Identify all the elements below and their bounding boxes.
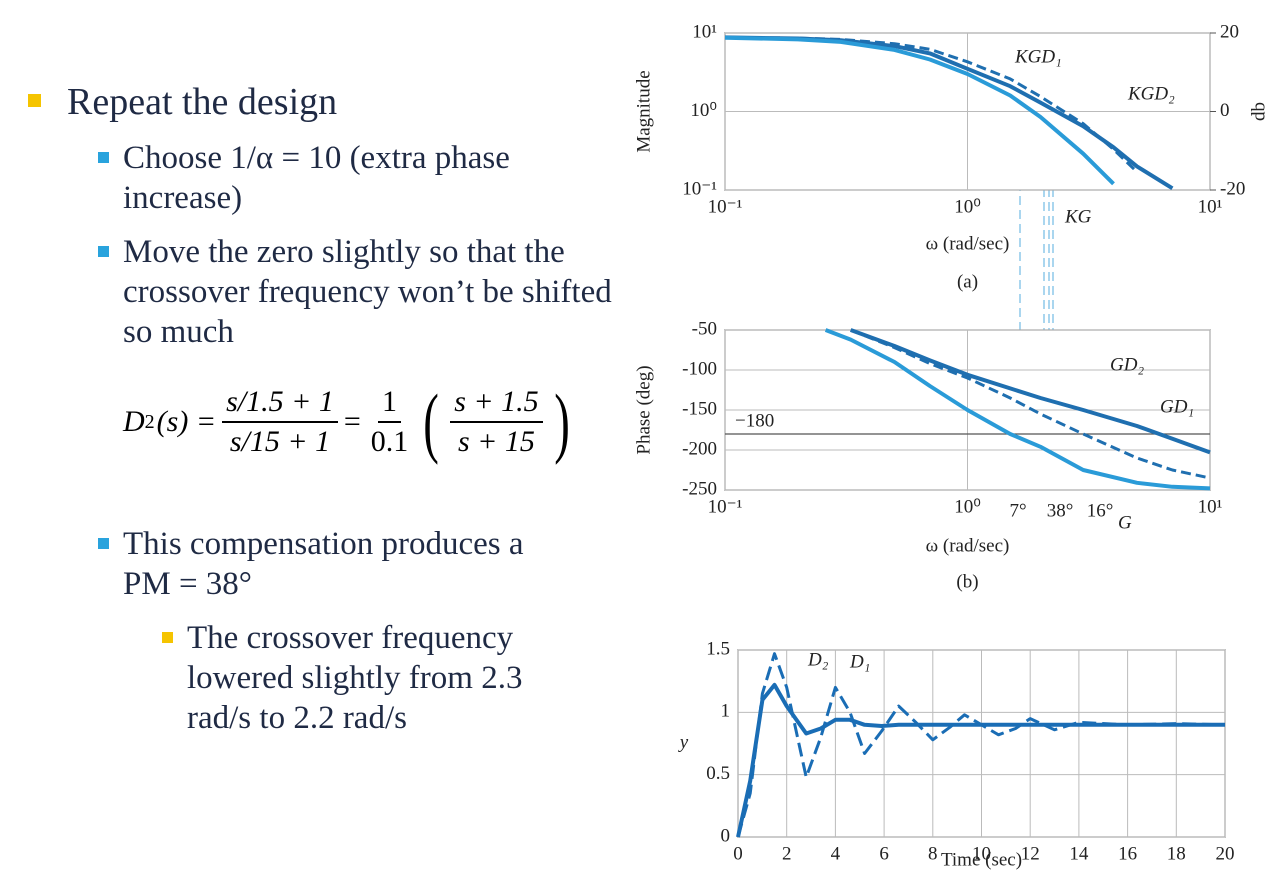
series-line — [850, 328, 1211, 455]
series-label: G — [1118, 512, 1132, 533]
x-tick-label: 10¹ — [1198, 196, 1223, 217]
x-tick-label: 12 — [1021, 843, 1040, 864]
series-label: KGD₁ — [1014, 46, 1062, 67]
heading: Repeat the design — [67, 81, 338, 123]
x-tick-label: 8 — [928, 843, 938, 864]
series-label: KGD₂ — [1127, 83, 1175, 104]
annotation: 7° — [1009, 500, 1026, 521]
x-tick-label: 10⁻¹ — [708, 196, 743, 217]
y2-label: db — [1248, 102, 1269, 121]
series-label: D₁ — [849, 651, 870, 672]
x-tick-label: 0 — [733, 843, 743, 864]
eq-arg: (s) = — [156, 405, 217, 438]
caption: (b) — [956, 571, 978, 592]
y-axis-label: y — [678, 732, 689, 753]
series-label: GD₂ — [1110, 354, 1144, 375]
annotation: 16° — [1087, 500, 1114, 521]
bullet — [162, 632, 173, 643]
x-tick-label: 14 — [1069, 843, 1089, 864]
eq-sign: = — [343, 405, 361, 438]
y-axis-label: Magnitude — [633, 70, 654, 152]
fraction: 1 0.1 — [367, 383, 413, 461]
paren: ( — [423, 378, 440, 465]
y-tick-label: 0 — [721, 825, 731, 846]
y-axis-label: Phase (deg) — [633, 365, 654, 454]
y-tick-label: 1.5 — [706, 638, 730, 659]
eq-lhs: D — [123, 405, 145, 438]
annotation: 38° — [1047, 500, 1074, 521]
y-tick-label: -50 — [692, 318, 717, 339]
x-tick-label: 6 — [879, 843, 889, 864]
x-tick-label: 10⁰ — [954, 196, 981, 217]
y-tick-label: -250 — [682, 478, 717, 499]
y2-tick-label: 20 — [1220, 21, 1239, 42]
x-tick-label: 10⁻¹ — [708, 496, 743, 517]
caption: (a) — [957, 271, 978, 292]
y-tick-label: 10⁻¹ — [682, 178, 717, 199]
series-line — [824, 328, 1211, 491]
y-tick-label: 10¹ — [692, 21, 717, 42]
series-label: GD₁ — [1160, 396, 1194, 417]
point: This compensation produces a PM = 38° — [123, 526, 524, 602]
fraction: s + 1.5 s + 15 — [450, 383, 543, 461]
bullet — [98, 538, 109, 549]
eq-num: 1 — [378, 383, 402, 423]
series-line — [736, 682, 1225, 838]
y-tick-label: 0.5 — [706, 763, 730, 784]
eq-sub: 2 — [144, 410, 155, 433]
bullet — [98, 152, 109, 163]
x-axis-label: ω (rad/sec) — [926, 233, 1010, 254]
y2-tick-label: 0 — [1220, 100, 1230, 121]
x-tick-label: 4 — [831, 843, 841, 864]
y-tick-label: -150 — [682, 398, 717, 419]
x-tick-label: 10¹ — [1198, 496, 1223, 517]
series-label: KG — [1064, 206, 1092, 227]
x-tick-label: 18 — [1167, 843, 1186, 864]
x-axis-label: Time (sec) — [941, 849, 1022, 870]
eq-den: s/15 + 1 — [229, 425, 331, 458]
y-tick-label: -200 — [682, 438, 717, 459]
reference-label: −180 — [735, 410, 774, 431]
x-tick-label: 2 — [782, 843, 792, 864]
y-tick-label: -100 — [682, 358, 717, 379]
bullet — [28, 94, 41, 107]
series-label: D₂ — [807, 649, 829, 670]
series-line — [724, 35, 1115, 186]
series-line — [736, 652, 1226, 838]
eq-den: 0.1 — [370, 425, 409, 458]
point: Choose 1/α = 10 (extra phase increase) — [123, 140, 510, 216]
x-tick-label: 16 — [1118, 843, 1137, 864]
point: Move the zero slightly so that the cross… — [123, 234, 612, 350]
x-axis-label: ω (rad/sec) — [926, 535, 1010, 556]
eq-num: s/1.5 + 1 — [222, 383, 338, 423]
fraction: s/1.5 + 1 s/15 + 1 — [222, 383, 338, 461]
bullet — [98, 246, 109, 257]
subpoint: The crossover frequency lowered slightly… — [187, 620, 523, 736]
x-tick-label: 10 — [972, 843, 991, 864]
eq-num: s + 1.5 — [450, 383, 543, 423]
y2-tick-label: -20 — [1220, 178, 1245, 199]
eq-den: s + 15 — [458, 425, 535, 458]
y-tick-label: 1 — [721, 701, 731, 722]
paren: ) — [553, 378, 570, 465]
x-tick-label: 10⁰ — [954, 496, 981, 517]
equation: D 2 (s) = s/1.5 + 1 s/15 + 1 = 1 0.1 ( s + 1… — [123, 382, 575, 462]
x-tick-label: 20 — [1216, 843, 1235, 864]
y-tick-label: 10⁰ — [690, 100, 717, 121]
series-line — [850, 328, 1211, 480]
